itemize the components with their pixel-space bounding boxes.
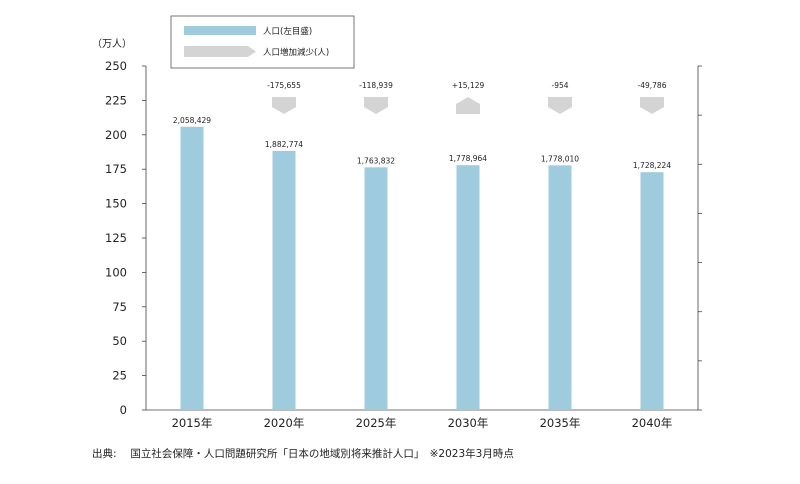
x-tick-label: 2035年 (540, 416, 581, 430)
bar-2015年 (180, 126, 204, 411)
y-tick-label: 175 (105, 162, 127, 176)
bar-value-label: 1,882,774 (265, 140, 303, 149)
change-value-label: +15,129 (452, 81, 485, 90)
y-tick-label: 100 (105, 265, 127, 279)
bar-2030年 (456, 165, 480, 410)
y-tick-label: 25 (112, 369, 127, 383)
right-axis-ticks (698, 65, 702, 411)
bar-value-label: 1,728,224 (633, 161, 671, 170)
change-value-label: -49,786 (638, 81, 667, 90)
y-tick-label: 150 (105, 197, 127, 211)
data-labels: 2,058,429 1,882,774 1,763,832 1,778,964 1,77… (173, 116, 671, 170)
bar-value-label: 1,778,964 (449, 154, 487, 163)
y-tick-label: 250 (105, 59, 127, 73)
change-arrow-up (456, 97, 480, 114)
x-tick-label: 2040年 (632, 416, 673, 430)
bar-value-label: 2,058,429 (173, 116, 211, 125)
x-tick-label: 2020年 (264, 416, 305, 430)
legend-swatch-change-arrow (184, 46, 256, 57)
bar-value-label: 1,778,010 (541, 154, 579, 163)
y-axis-ticks: 0 25 50 75 100 125 150 175 200 225 250 (105, 59, 146, 417)
legend-frame (170, 15, 355, 69)
x-tick-label: 2030年 (448, 416, 489, 430)
bar-2040年 (640, 172, 664, 410)
change-value-label: -175,655 (267, 81, 301, 90)
change-arrow-down (364, 97, 388, 114)
y-tick-label: 225 (105, 93, 127, 107)
legend: 人口(左目盛) 人口増加減少(人) (170, 15, 355, 69)
change-value-label: -954 (551, 81, 568, 90)
y-axis-unit-label: （万人） (92, 38, 132, 50)
legend-label-population: 人口(左目盛) (263, 26, 312, 37)
bar-2020年 (272, 150, 296, 410)
legend-label-change: 人口増加減少(人) (263, 47, 329, 58)
y-tick-label: 50 (112, 334, 127, 348)
x-tick-label: 2025年 (356, 416, 397, 430)
bar-2025年 (364, 167, 388, 410)
change-value-label: -118,939 (359, 81, 393, 90)
legend-swatch-population (184, 26, 256, 35)
change-markers: -175,655 -118,939 +15,129 -954 -49,786 (267, 81, 667, 114)
bar-value-label: 1,763,832 (357, 156, 395, 165)
y-tick-label: 125 (105, 231, 127, 245)
x-tick-label: 2015年 (172, 416, 213, 430)
bar-2035年 (548, 165, 572, 410)
x-axis-ticks: 2015年 2020年 2025年 2030年 2035年 2040年 (172, 416, 673, 430)
y-tick-label: 75 (112, 300, 127, 314)
source-note: 出典: 国立社会保障・人口問題研究所「日本の地域別将来推計人口」 ※2023年3… (92, 447, 514, 460)
y-tick-label: 200 (105, 128, 127, 142)
change-arrow-down (640, 97, 664, 114)
y-tick-label: 0 (120, 403, 127, 417)
bars (180, 126, 664, 411)
change-arrow-down (548, 97, 572, 114)
change-arrow-down (272, 97, 296, 114)
